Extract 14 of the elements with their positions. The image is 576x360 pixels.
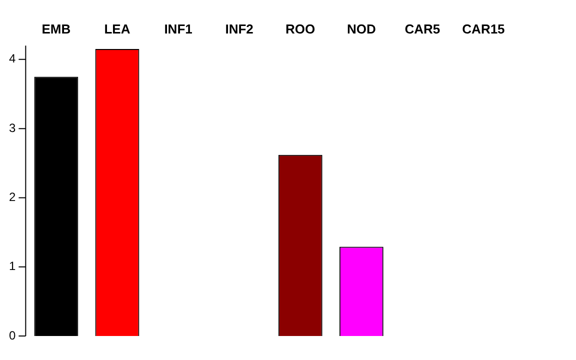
y-tick-label: 4 xyxy=(8,52,16,66)
x-tick-label: INF2 xyxy=(225,21,254,36)
x-tick-label: INF1 xyxy=(164,21,192,36)
x-tick-label: CAR5 xyxy=(404,21,440,36)
x-tick-label: ROO xyxy=(286,21,316,36)
y-tick-label: 1 xyxy=(8,259,16,274)
y-tick-label: 3 xyxy=(8,120,16,135)
y-tick-label: 0 xyxy=(8,328,16,342)
bar xyxy=(34,76,78,336)
x-tick-label: CAR15 xyxy=(462,21,505,36)
x-tick-label: LEA xyxy=(104,21,131,36)
x-tick-label: EMB xyxy=(42,21,71,36)
y-tick-label: 2 xyxy=(8,190,16,204)
x-tick-label: NOD xyxy=(346,21,376,36)
